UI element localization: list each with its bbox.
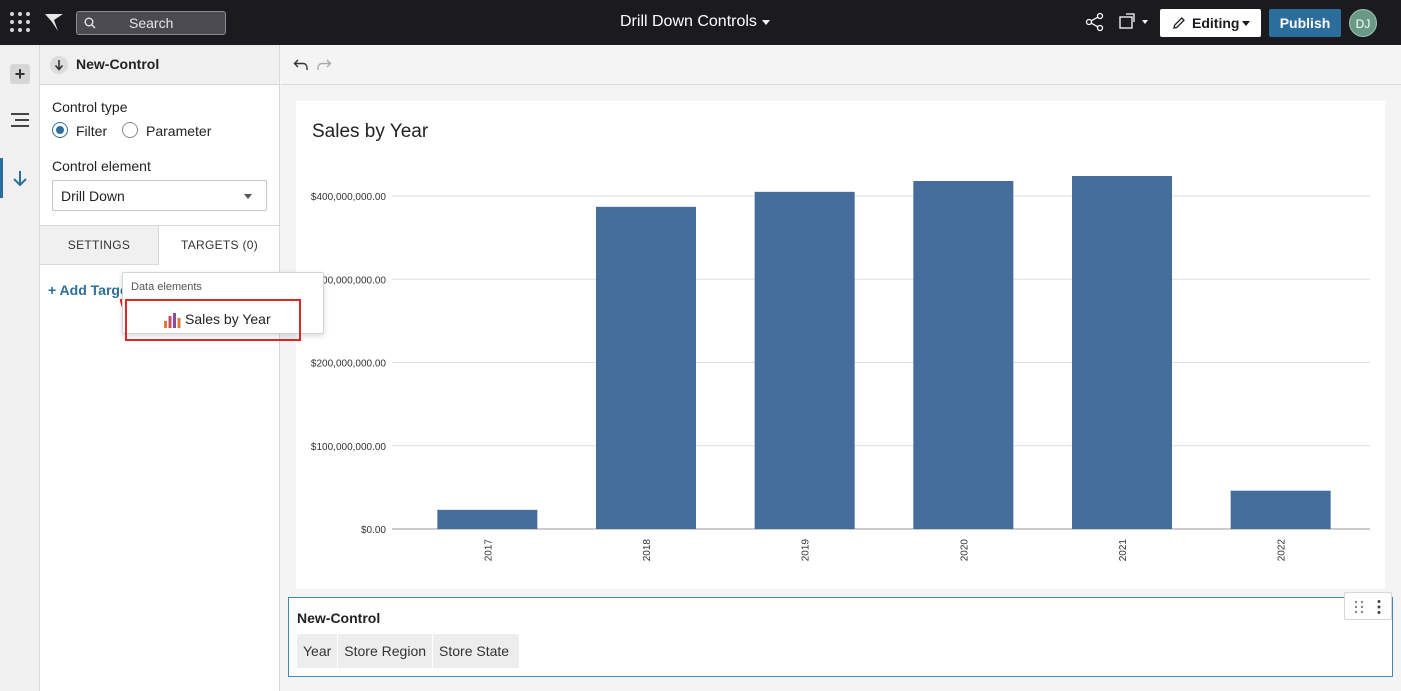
y-tick-label: $400,000,000.00	[311, 192, 387, 203]
logo-icon[interactable]	[42, 10, 66, 34]
app-grid-icon[interactable]	[10, 12, 30, 32]
chip-store-region[interactable]: Store Region	[338, 634, 434, 668]
bar[interactable]	[754, 191, 855, 529]
filter-radio-label[interactable]: Filter	[76, 123, 108, 139]
chevron-down-icon[interactable]	[1142, 20, 1148, 24]
x-tick-label: 2018	[642, 539, 653, 562]
search-placeholder: Search	[129, 15, 174, 31]
control-title: New-Control	[297, 610, 381, 626]
bar[interactable]	[1072, 176, 1172, 529]
parameter-radio[interactable]	[122, 122, 138, 138]
publish-button[interactable]: Publish	[1269, 9, 1341, 37]
search-input[interactable]: Search	[76, 11, 226, 35]
x-tick-label: 2017	[483, 539, 494, 562]
dropdown-header: Data elements	[131, 281, 202, 293]
avatar[interactable]: DJ	[1349, 9, 1377, 37]
chip-store-state[interactable]: Store State	[439, 643, 510, 659]
drill-down-chips: Year Store Region Store State	[297, 634, 520, 668]
x-tick-label: 2019	[801, 539, 812, 562]
y-tick-label: $0.00	[361, 525, 386, 536]
chevron-down-icon[interactable]	[762, 20, 770, 25]
panel-header: New-Control	[40, 45, 279, 85]
sync-icon[interactable]	[1117, 12, 1137, 32]
add-element-icon[interactable]: +	[10, 64, 30, 84]
y-tick-label: $200,000,000.00	[311, 359, 387, 370]
editing-mode-button[interactable]: Editing	[1160, 9, 1261, 37]
control-properties-panel: New-Control Control type Filter Paramete…	[40, 45, 280, 691]
top-bar: Search Drill Down Controls Editing Publi…	[0, 0, 1401, 45]
chevron-down-icon	[1242, 21, 1250, 26]
chart-card[interactable]: Sales by Year $0.00 $100,000,000.00 $200,0…	[296, 101, 1385, 589]
x-tick-label: 2022	[1277, 539, 1288, 562]
control-type-label: Control type	[52, 99, 128, 115]
chevron-down-icon	[244, 194, 252, 199]
data-elements-dropdown: Data elements Sales by Year	[122, 272, 324, 341]
filter-radio[interactable]	[52, 122, 68, 138]
document-title[interactable]: Drill Down Controls	[620, 13, 757, 30]
parameter-radio-label[interactable]: Parameter	[146, 123, 212, 139]
panel-tabs: SETTINGS TARGETS (0)	[40, 225, 279, 265]
control-element-label: Control element	[52, 158, 151, 174]
dropdown-item-label: Sales by Year	[185, 311, 271, 327]
tab-settings[interactable]: SETTINGS	[40, 226, 159, 265]
layers-icon[interactable]	[10, 111, 30, 131]
control-card[interactable]: New-Control Year Store Region Store Stat…	[288, 597, 1393, 677]
active-indicator	[0, 158, 3, 198]
control-arrow-icon	[50, 56, 68, 74]
add-target-button[interactable]: + Add Target	[48, 282, 133, 298]
drag-handle-icon[interactable]	[1354, 600, 1364, 614]
control-arrow-icon[interactable]	[10, 168, 30, 188]
left-rail: +	[0, 45, 40, 691]
bar[interactable]	[596, 206, 696, 529]
bar[interactable]	[1230, 490, 1331, 529]
chip-year[interactable]: Year	[297, 634, 339, 668]
bar[interactable]	[913, 181, 1014, 529]
panel-title: New-Control	[76, 56, 160, 72]
card-menu	[1344, 592, 1392, 620]
dropdown-item-sales-by-year[interactable]: Sales by Year	[125, 299, 301, 341]
chart-title: Sales by Year	[312, 121, 429, 142]
x-tick-label: 2021	[1118, 539, 1129, 562]
bar-chart-icon	[164, 313, 181, 328]
control-element-value: Drill Down	[61, 188, 125, 204]
y-tick-label: $300,000,000.00	[311, 275, 387, 286]
control-element-select[interactable]: Drill Down	[52, 180, 267, 211]
redo-icon[interactable]	[316, 57, 332, 73]
undo-icon[interactable]	[293, 57, 309, 73]
search-icon	[84, 17, 96, 29]
bar[interactable]	[437, 509, 538, 529]
canvas-toolbar	[281, 45, 1401, 85]
more-options-icon[interactable]	[1376, 599, 1382, 615]
y-tick-label: $100,000,000.00	[311, 442, 387, 453]
share-icon[interactable]	[1085, 12, 1105, 32]
pencil-icon	[1173, 17, 1185, 29]
tab-targets[interactable]: TARGETS (0)	[160, 226, 279, 265]
bar-chart[interactable]: $0.00 $100,000,000.00 $200,000,000.00 $300,…	[296, 101, 1385, 589]
x-tick-label: 2020	[959, 539, 970, 562]
editing-label: Editing	[1192, 15, 1240, 31]
